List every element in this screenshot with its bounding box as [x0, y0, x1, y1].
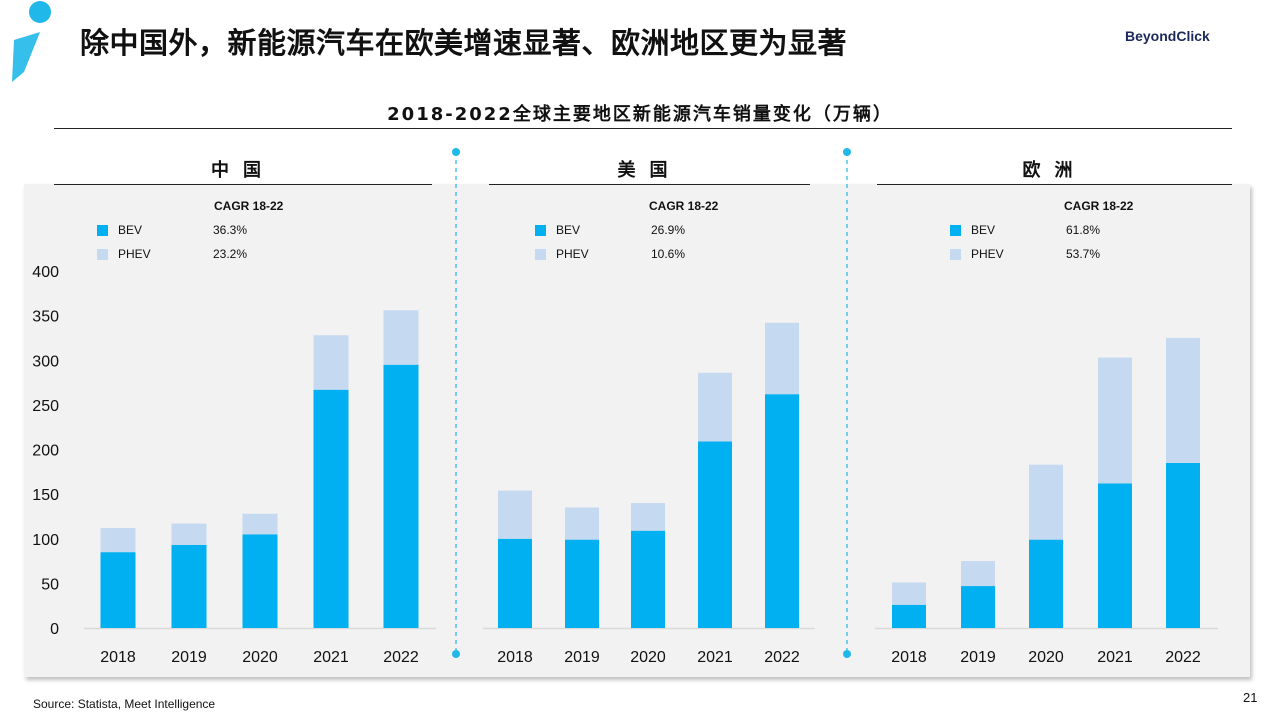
bar-bev-usa-2021 — [698, 441, 732, 628]
brand-logo: BeyondClick — [1125, 28, 1210, 44]
bar-bev-europe-2018 — [892, 604, 926, 628]
y-tick-label: 0 — [50, 621, 59, 638]
bar-bev-usa-2022 — [765, 394, 799, 628]
x-tick-label: 2018 — [891, 649, 927, 666]
region-title-europe: 欧洲 — [1022, 160, 1087, 181]
page-title: 除中国外，新能源汽车在欧美增速显著、欧洲地区更为显著 — [80, 26, 848, 60]
legend-phev-usa: PHEV 10.6% — [535, 247, 685, 261]
bar-phev-china-2022 — [383, 310, 419, 365]
cagr-value-bev-europe: 61.8% — [1066, 223, 1101, 237]
bar-phev-usa-2021 — [698, 372, 732, 442]
legend-bev-usa: BEV 26.9% — [535, 223, 685, 237]
source-note: Source: Statista, Meet Intelligence — [33, 697, 216, 711]
bar-phev-europe-2022 — [1166, 337, 1200, 463]
legend-phev-europe: PHEV 53.7% — [950, 247, 1100, 261]
cagr-header-usa: CAGR 18-22 — [649, 199, 719, 213]
legend-label-phev: PHEV — [118, 247, 151, 261]
region-title-usa: 美国 — [617, 160, 682, 181]
cagr-value-bev-china: 36.3% — [213, 223, 248, 237]
bar-bev-china-2021 — [313, 389, 349, 628]
x-tick-label: 2022 — [1165, 649, 1201, 666]
bar-bev-china-2019 — [171, 544, 207, 628]
region-rule-europe — [877, 184, 1232, 185]
bar-phev-europe-2021 — [1098, 357, 1132, 484]
legend-swatch-phev — [535, 248, 546, 260]
y-tick-label: 100 — [32, 532, 59, 549]
x-tick-label: 2019 — [171, 649, 207, 666]
x-tick-label: 2019 — [564, 649, 600, 666]
x-tick-label: 2021 — [697, 649, 733, 666]
legend-swatch-phev — [97, 248, 108, 260]
bar-phev-europe-2018 — [892, 582, 926, 605]
bar-phev-usa-2022 — [765, 322, 799, 395]
region-rule-usa — [489, 184, 810, 185]
y-tick-label: 250 — [32, 398, 59, 415]
x-tick-label: 2022 — [383, 649, 419, 666]
bar-phev-usa-2020 — [631, 503, 665, 531]
legend-phev-china: PHEV 23.2% — [97, 247, 247, 261]
x-tick-label: 2022 — [764, 649, 800, 666]
x-tick-label: 2018 — [100, 649, 136, 666]
x-tick-label: 2020 — [630, 649, 666, 666]
bar-bev-europe-2022 — [1166, 462, 1200, 628]
bar-phev-usa-2018 — [498, 490, 532, 539]
legend-label-bev: BEV — [971, 223, 996, 237]
bar-bev-china-2018 — [100, 552, 136, 628]
separator-dot — [452, 148, 460, 156]
x-tick-label: 2020 — [242, 649, 278, 666]
bar-bev-europe-2019 — [961, 586, 995, 628]
y-tick-label: 200 — [32, 443, 59, 460]
legend-bev-china: BEV 36.3% — [97, 223, 247, 237]
bar-bev-usa-2020 — [631, 530, 665, 628]
brand-mark-icon — [12, 1, 51, 82]
bar-phev-china-2020 — [242, 513, 278, 535]
y-tick-label: 300 — [32, 353, 59, 370]
legend-label-bev: BEV — [556, 223, 581, 237]
legend-swatch-bev — [950, 224, 961, 236]
legend-label-bev: BEV — [118, 223, 143, 237]
y-tick-label: 400 — [32, 264, 59, 281]
bar-phev-europe-2020 — [1029, 464, 1063, 540]
bar-bev-china-2020 — [242, 534, 278, 628]
legend-swatch-bev — [535, 224, 546, 236]
legend-label-phev: PHEV — [556, 247, 589, 261]
x-tick-label: 2020 — [1028, 649, 1064, 666]
bar-phev-china-2018 — [100, 528, 136, 553]
region-rule-china — [54, 184, 432, 185]
cagr-value-phev-china: 23.2% — [213, 247, 248, 261]
bar-bev-china-2022 — [383, 364, 419, 628]
legend-bev-europe: BEV 61.8% — [950, 223, 1100, 237]
y-tick-label: 150 — [32, 487, 59, 504]
bar-phev-europe-2019 — [961, 561, 995, 587]
x-tick-label: 2021 — [313, 649, 349, 666]
region-title-china: 中国 — [211, 160, 275, 181]
bar-bev-europe-2021 — [1098, 483, 1132, 628]
separator-dot — [843, 650, 851, 658]
bar-bev-usa-2018 — [498, 538, 532, 628]
separator-dot — [452, 650, 460, 658]
chart-title-rule — [54, 128, 1232, 129]
legend-label-phev: PHEV — [971, 247, 1004, 261]
legend-swatch-phev — [950, 248, 961, 260]
page-number: 21 — [1243, 690, 1258, 705]
cagr-value-phev-usa: 10.6% — [651, 247, 686, 261]
y-tick-label: 350 — [32, 309, 59, 326]
bar-phev-usa-2019 — [565, 507, 599, 540]
legend-swatch-bev — [97, 224, 108, 236]
bar-phev-china-2021 — [313, 335, 349, 390]
x-tick-label: 2021 — [1097, 649, 1133, 666]
bar-phev-china-2019 — [171, 523, 207, 545]
cagr-header-china: CAGR 18-22 — [214, 199, 284, 213]
separator-dot — [843, 148, 851, 156]
cagr-value-phev-europe: 53.7% — [1066, 247, 1101, 261]
cagr-value-bev-usa: 26.9% — [651, 223, 686, 237]
y-tick-label: 50 — [41, 576, 59, 593]
bar-bev-europe-2020 — [1029, 539, 1063, 628]
x-tick-label: 2019 — [960, 649, 996, 666]
x-tick-label: 2018 — [497, 649, 533, 666]
chart-title: 2018-2022全球主要地区新能源汽车销量变化（万辆） — [387, 104, 893, 125]
cagr-header-europe: CAGR 18-22 — [1064, 199, 1134, 213]
bar-bev-usa-2019 — [565, 539, 599, 628]
